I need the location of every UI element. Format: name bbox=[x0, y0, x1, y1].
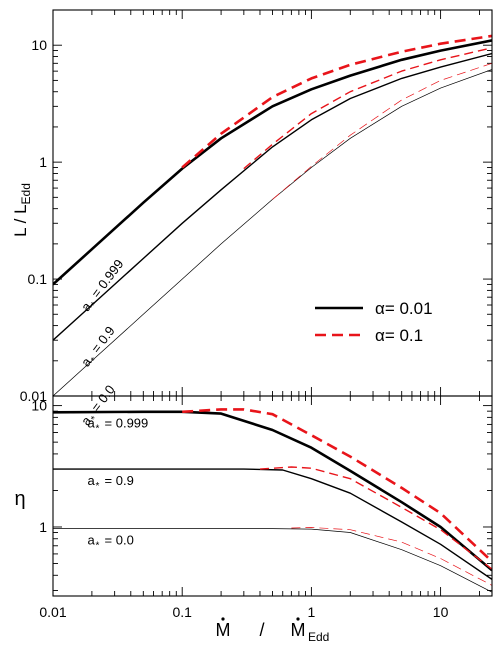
y-axis-label-bottom: η bbox=[14, 488, 25, 510]
spin-value: = 0.999 bbox=[105, 416, 149, 431]
spin-annotation: a* = 0.999 bbox=[88, 416, 149, 435]
y-label-main: L / L bbox=[11, 204, 30, 236]
series-line-a0.9-alpha0.01 bbox=[53, 52, 492, 341]
x-label-slash: / bbox=[259, 620, 264, 640]
spin-value: = 0.9 bbox=[88, 323, 118, 355]
series-group bbox=[53, 408, 492, 593]
x-tick-label: 0.01 bbox=[39, 604, 66, 620]
spin-annotation: a* = 0.0 bbox=[88, 532, 134, 551]
series-line-a0.0-alpha0.1 bbox=[272, 62, 492, 200]
series-line-a0.9-alpha0.01 bbox=[53, 468, 492, 580]
legend: α= 0.01 α= 0.1 bbox=[315, 299, 433, 345]
spin-symbol: a bbox=[88, 416, 96, 431]
y-tick-label: 0.01 bbox=[20, 388, 47, 404]
y-tick-label: 10 bbox=[31, 37, 47, 53]
spin-subscript: * bbox=[96, 424, 100, 435]
series-line-a0.999-alpha0.01 bbox=[53, 410, 492, 572]
spin-symbol: a bbox=[88, 473, 96, 488]
series-line-a0.0-alpha0.01 bbox=[53, 528, 492, 593]
series-line-a0.999-alpha0.1 bbox=[182, 408, 492, 563]
x-tick-label: 0.1 bbox=[172, 604, 192, 620]
legend-label: α= 0.1 bbox=[375, 326, 423, 345]
spin-subscript: * bbox=[96, 540, 100, 551]
x-label-mdot: M bbox=[216, 620, 231, 640]
series-line-a0.999-alpha0.01 bbox=[53, 39, 492, 286]
spin-value: = 0.0 bbox=[88, 382, 118, 414]
spin-subscript: * bbox=[89, 414, 100, 424]
dot-accent bbox=[296, 617, 300, 621]
plot-frame bbox=[52, 395, 493, 597]
y-tick-label: 1 bbox=[39, 154, 47, 170]
series-group bbox=[53, 34, 492, 396]
x-axis-label: M / M Edd bbox=[216, 617, 329, 644]
spin-subscript: * bbox=[89, 300, 100, 310]
x-tick-label: 1 bbox=[307, 604, 315, 620]
spin-subscript: * bbox=[89, 356, 100, 366]
y-axis-label-top: L / LEdd bbox=[11, 183, 33, 237]
series-line-a0.0-alpha0.1 bbox=[291, 527, 492, 586]
plot-frame bbox=[52, 9, 493, 397]
dot-accent bbox=[221, 617, 225, 621]
series-line-a0.999-alpha0.1 bbox=[181, 34, 492, 169]
spin-subscript: * bbox=[96, 481, 100, 492]
spin-annotation: a*= 0.999 bbox=[78, 257, 127, 315]
spin-value: = 0.0 bbox=[105, 532, 134, 547]
y-tick-label: 10 bbox=[31, 398, 47, 414]
x-tick-label: 10 bbox=[433, 604, 449, 620]
spin-annotation: a*= 0.9 bbox=[78, 323, 118, 369]
y-tick-label: 0.1 bbox=[28, 271, 48, 287]
x-label-mdot-edd: M bbox=[291, 620, 306, 640]
series-line-a0.0-alpha0.01 bbox=[53, 69, 492, 396]
spin-symbol: a bbox=[88, 532, 96, 547]
series-line-a0.9-alpha0.1 bbox=[243, 47, 492, 170]
tick-marks bbox=[52, 9, 492, 397]
x-label-subscript: Edd bbox=[308, 630, 329, 644]
y-tick-label: 1 bbox=[39, 519, 47, 535]
y-label-subscript: Edd bbox=[19, 183, 33, 204]
spin-annotation: a* = 0.9 bbox=[88, 473, 134, 492]
legend-label: α= 0.01 bbox=[375, 299, 433, 318]
series-line-a0.9-alpha0.1 bbox=[259, 466, 492, 570]
spin-value: = 0.9 bbox=[105, 473, 134, 488]
